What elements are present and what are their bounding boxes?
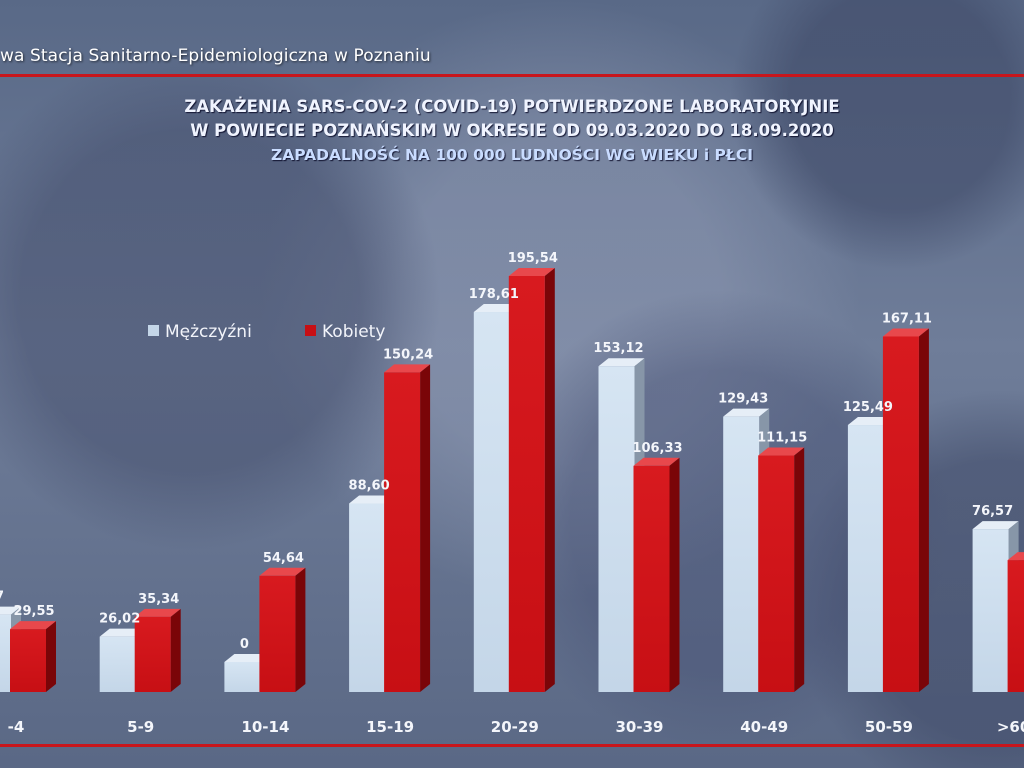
legend-swatch-women [305, 325, 316, 336]
bar-women-top [633, 457, 680, 466]
title-line-1: ZAKAŻENIA SARS-COV-2 (COVID-19) POTWIERD… [184, 97, 840, 116]
data-label-men: 0 [240, 637, 249, 652]
bar-women [758, 455, 795, 692]
bar-women [1007, 560, 1024, 692]
bar-men [847, 425, 884, 692]
bar-men [473, 312, 510, 692]
bar-women-side [794, 447, 805, 692]
data-label-women: 111,15 [757, 431, 807, 446]
data-label-women: 29,55 [13, 604, 54, 619]
x-tick-label: 20-29 [491, 718, 539, 736]
bar-women-side [669, 457, 680, 692]
bar-women [633, 465, 670, 692]
header-rule [0, 74, 1024, 77]
bar-men [598, 366, 635, 692]
bar-men-top [473, 304, 520, 313]
data-label-women: 195,54 [508, 251, 558, 266]
bar-women-side [295, 567, 306, 692]
data-label-women: 35,34 [138, 592, 179, 607]
bar-men-top [224, 654, 271, 662]
data-label-men: 88,60 [349, 479, 390, 494]
bar-men [723, 416, 760, 692]
bar-men [99, 636, 136, 692]
x-tick-label: 30-39 [616, 718, 664, 736]
x-tick-label: 40-49 [740, 718, 788, 736]
bar-men [972, 529, 1009, 692]
bar-women [259, 575, 296, 692]
bar-women-side [46, 621, 56, 692]
x-tick-label: 10-14 [241, 718, 289, 736]
bar-women [134, 616, 171, 692]
legend-label-women: Kobiety [322, 322, 386, 342]
x-tick-label: 5-9 [127, 718, 154, 736]
bar-women [10, 629, 46, 692]
bar-women-top [758, 447, 805, 456]
bar-men-top [349, 495, 396, 504]
bar-women-side [918, 328, 929, 692]
bar-men-top [847, 417, 894, 426]
data-label-men: 178,61 [469, 287, 519, 302]
data-label-men: 129,43 [718, 392, 768, 407]
bar-women-side [170, 608, 181, 692]
header-institution: wa Stacja Sanitarno-Epidemiologiczna w P… [0, 46, 431, 66]
data-label-men: 26,02 [99, 612, 140, 627]
data-label-men: 153,12 [593, 341, 643, 356]
x-tick-label: >60 [997, 718, 1024, 736]
bar-women-top [384, 364, 431, 373]
x-tick-label: 15-19 [366, 718, 414, 736]
data-label-women: 167,11 [882, 311, 932, 326]
data-label-men: 76,57 [972, 504, 1013, 519]
bar-men-top [723, 408, 770, 417]
data-label-men: 125,49 [843, 400, 893, 415]
bar-women [508, 276, 545, 692]
legend-label-men: Mężczyźni [165, 322, 252, 342]
bar-women [384, 372, 421, 692]
x-tick-label: -4 [8, 718, 25, 736]
data-label-women: 106,33 [632, 441, 682, 456]
bar-men-top [598, 358, 645, 367]
data-label-men: 37 [0, 590, 4, 605]
legend-item-women: Kobiety [305, 322, 385, 342]
bar-men-top [99, 628, 146, 637]
chart-title: ZAKAŻENIA SARS-COV-2 (COVID-19) POTWIERD… [0, 95, 1024, 167]
bar-women-side [420, 364, 431, 692]
bar-men [349, 503, 386, 692]
bar-men-top [0, 606, 21, 615]
x-tick-label: 50-59 [865, 718, 913, 736]
bar-men-top [972, 521, 1019, 530]
bar-women-top [259, 567, 306, 576]
bar-men [0, 614, 11, 692]
bar-women [882, 336, 919, 692]
bar-women-side [544, 268, 555, 692]
legend-swatch-men [148, 325, 159, 336]
data-label-women: 54,64 [263, 551, 304, 566]
bar-women-top [134, 608, 181, 617]
legend-item-men: Mężczyźni [148, 322, 252, 342]
bar-women-top [882, 328, 929, 337]
title-line-3: ZAPADALNOŚĆ NA 100 000 LUDNOŚCI WG WIEKU… [270, 146, 754, 164]
data-label-women: 150,24 [383, 347, 433, 362]
bar-women-top [10, 621, 56, 630]
bar-women-top [508, 268, 555, 276]
bar-women-top [1007, 552, 1024, 561]
title-line-2: W POWIECIE POZNAŃSKIM W OKRESIE OD 09.03… [190, 121, 834, 140]
footer-rule [0, 744, 1024, 747]
bar-men [224, 662, 261, 692]
